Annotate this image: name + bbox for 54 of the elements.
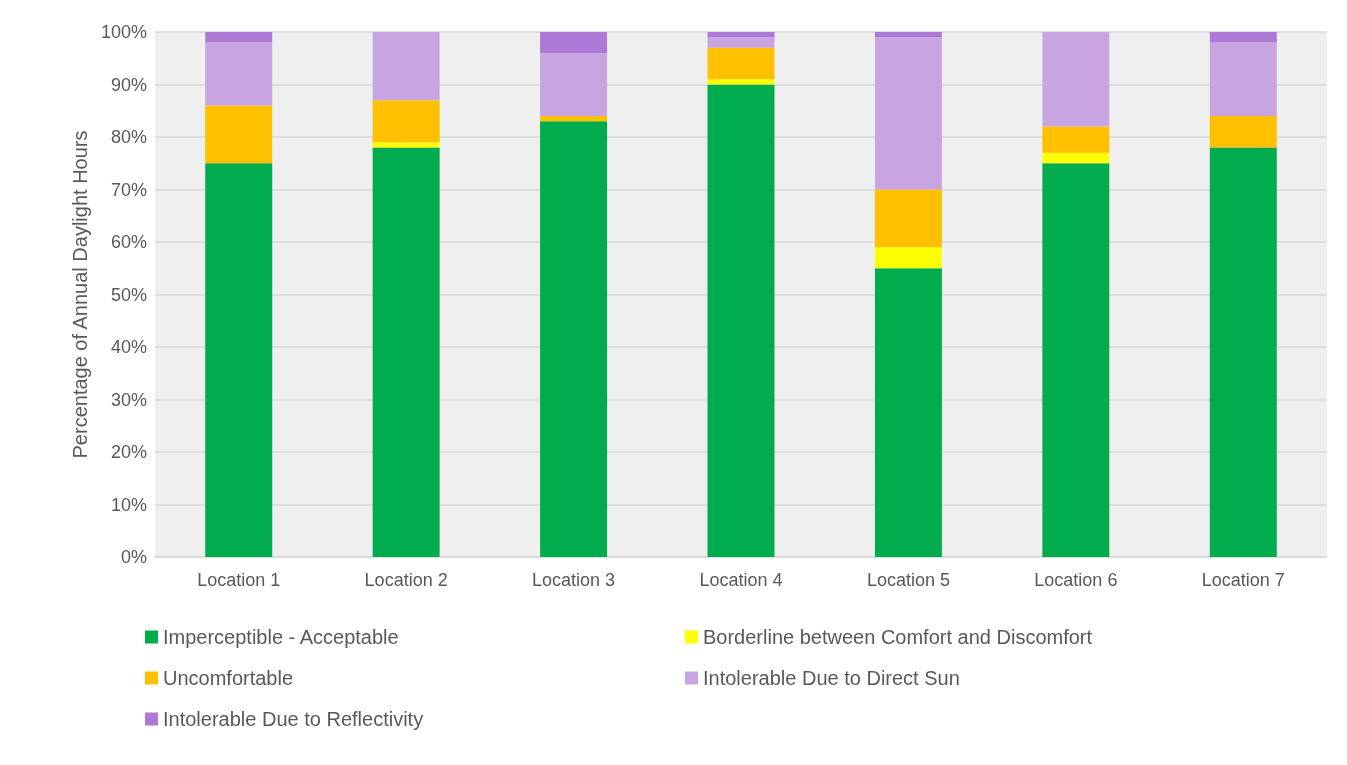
- bar: [1042, 152, 1110, 164]
- bar: [1209, 116, 1277, 148]
- legend-label: Imperceptible - Acceptable: [163, 626, 399, 648]
- bar: [1209, 32, 1277, 43]
- x-tick-label: Location 3: [532, 570, 616, 590]
- bar: [707, 47, 775, 80]
- bar: [205, 42, 273, 106]
- bar: [874, 189, 942, 248]
- y-tick-label: 70%: [110, 179, 147, 200]
- bar: [540, 116, 608, 122]
- y-tick-label: 20%: [110, 442, 147, 462]
- bar: [874, 247, 942, 269]
- bar: [540, 32, 608, 53]
- y-tick-label: 0%: [120, 547, 147, 567]
- bar: [540, 121, 608, 557]
- x-tick-label: Location 4: [699, 570, 783, 590]
- bar: [1042, 32, 1110, 127]
- bar: [707, 84, 775, 557]
- y-tick-label: 60%: [110, 232, 147, 252]
- x-tick-label: Location 7: [1201, 570, 1285, 590]
- bar: [707, 37, 775, 48]
- bar: [707, 32, 775, 38]
- x-tick-label: Location 6: [1034, 570, 1118, 590]
- bar: [205, 105, 273, 164]
- bar: [1042, 126, 1110, 153]
- bar: [205, 32, 273, 43]
- bar: [1209, 42, 1277, 116]
- y-axis-title: Percentage of Annual Daylight Hours: [69, 130, 92, 459]
- bar: [540, 53, 608, 116]
- bar: [1209, 147, 1277, 557]
- bar: [707, 79, 775, 85]
- bar: [205, 163, 273, 557]
- y-tick-label: 40%: [110, 337, 147, 357]
- y-tick-label: 10%: [110, 494, 147, 515]
- bar: [1042, 163, 1110, 557]
- legend-label: Borderline between Comfort and Discomfort: [703, 626, 1093, 648]
- y-tick-label: 80%: [110, 127, 147, 147]
- bar: [874, 32, 942, 38]
- x-tick-label: Location 2: [364, 570, 448, 590]
- bar: [372, 32, 440, 101]
- legend-label: Intolerable Due to Direct Sun: [703, 667, 960, 689]
- bar: [372, 100, 440, 143]
- bar: [372, 142, 440, 148]
- y-tick-label: 30%: [110, 389, 147, 410]
- bar: [874, 268, 942, 557]
- bar: [874, 37, 942, 190]
- bar: [372, 147, 440, 557]
- legend-label: Uncomfortable: [163, 667, 294, 689]
- y-tick-label: 50%: [110, 284, 147, 305]
- legend-label: Intolerable Due to Reflectivity: [163, 708, 424, 730]
- x-tick-label: Location 5: [866, 570, 950, 590]
- y-tick-label: 100%: [100, 22, 147, 42]
- x-tick-label: Location 1: [197, 570, 281, 590]
- y-tick-label: 90%: [110, 74, 147, 95]
